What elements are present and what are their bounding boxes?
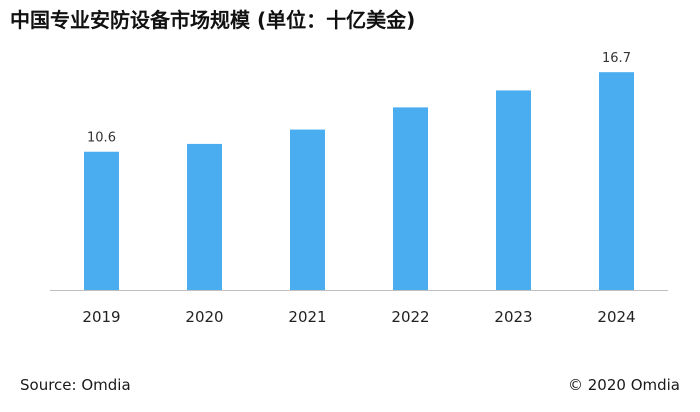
data-label-2024: 16.7 <box>602 51 631 66</box>
x-tick-2022: 2022 <box>391 308 429 326</box>
bar-2022 <box>393 107 428 291</box>
x-tick-2021: 2021 <box>288 308 326 326</box>
x-tick-2023: 2023 <box>494 308 532 326</box>
copyright-note: © 2020 Omdia <box>567 376 680 394</box>
bar-2020 <box>187 143 222 290</box>
bar-2024 <box>599 72 634 290</box>
x-tick-2020: 2020 <box>185 308 223 326</box>
data-label-2019: 10.6 <box>87 131 116 146</box>
x-tick-2019: 2019 <box>82 308 120 326</box>
bar-2019 <box>84 151 119 290</box>
x-tick-labels: 2019 2020 2021 2022 2023 2024 <box>82 308 635 326</box>
source-note: Source: Omdia <box>20 376 131 394</box>
bar-2021 <box>290 129 325 290</box>
bars-group <box>84 72 634 291</box>
chart-title: 中国专业安防设备市场规模 (单位：十亿美金) <box>10 8 416 32</box>
x-tick-2024: 2024 <box>597 308 635 326</box>
bar-2023 <box>496 90 531 290</box>
data-labels: 10.6 16.7 <box>87 51 631 146</box>
